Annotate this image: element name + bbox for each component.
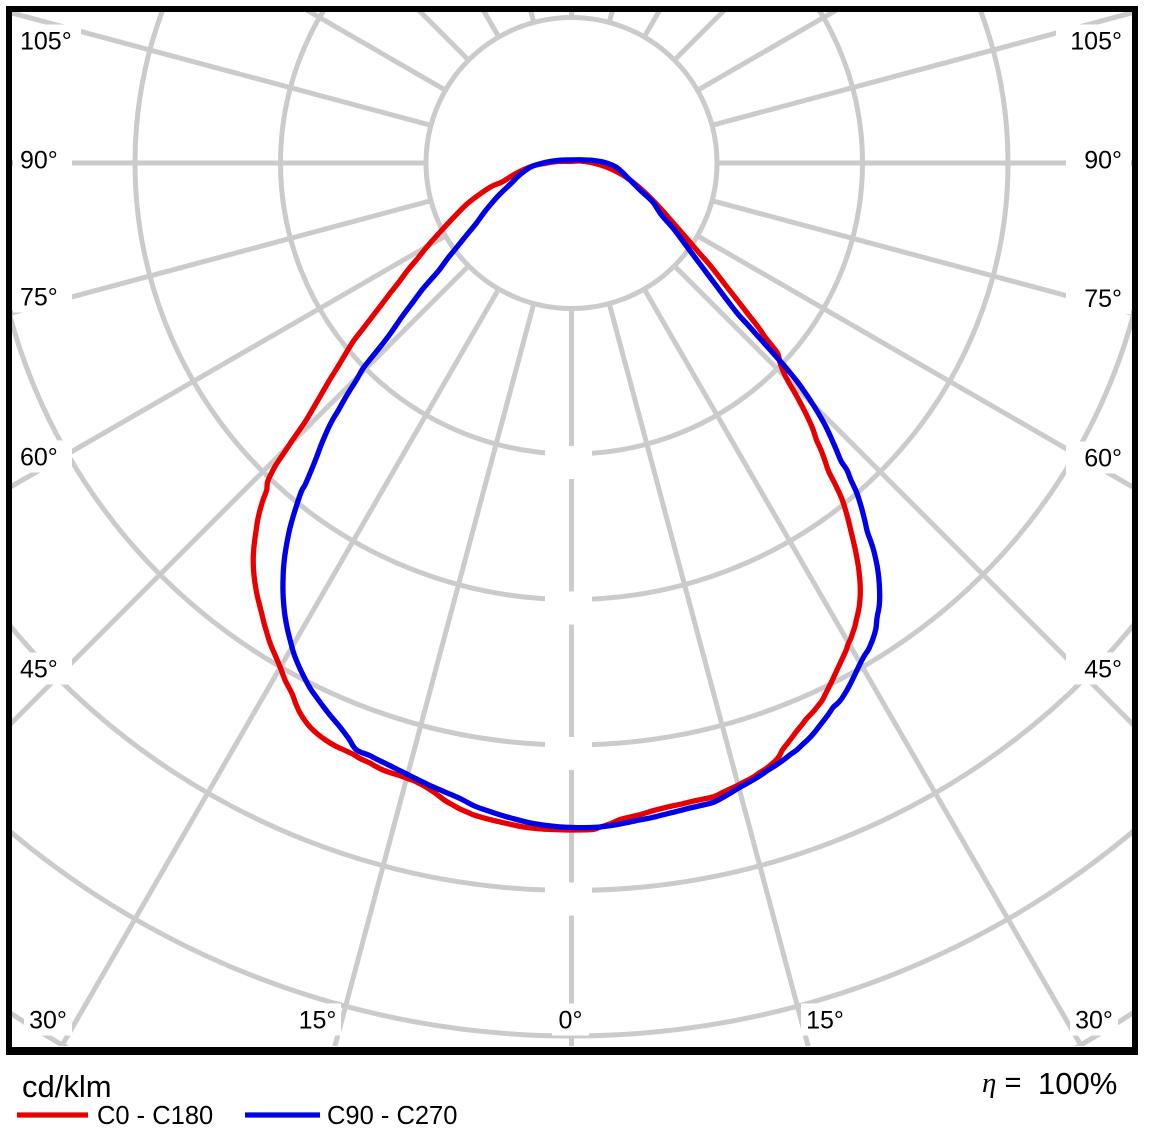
- svg-text:105°: 105°: [20, 28, 72, 56]
- svg-text:C0 - C180: C0 - C180: [97, 1102, 213, 1130]
- svg-text:45°: 45°: [1084, 656, 1122, 684]
- svg-text:45°: 45°: [20, 656, 58, 684]
- svg-text:cd/klm: cd/klm: [22, 1069, 112, 1104]
- svg-text:η =: η =: [982, 1067, 1021, 1099]
- svg-text:75°: 75°: [1084, 285, 1122, 313]
- svg-text:75°: 75°: [20, 284, 58, 312]
- svg-text:100%: 100%: [1038, 1066, 1117, 1101]
- svg-text:0°: 0°: [559, 1007, 583, 1035]
- svg-text:60°: 60°: [1084, 445, 1122, 473]
- svg-text:105°: 105°: [1070, 28, 1122, 56]
- svg-text:30°: 30°: [1075, 1007, 1113, 1035]
- svg-text:C90 - C270: C90 - C270: [327, 1102, 457, 1130]
- svg-text:90°: 90°: [20, 147, 58, 175]
- svg-text:30°: 30°: [29, 1007, 67, 1035]
- svg-text:15°: 15°: [299, 1007, 337, 1035]
- svg-text:15°: 15°: [806, 1007, 844, 1035]
- svg-text:90°: 90°: [1084, 147, 1122, 175]
- svg-text:60°: 60°: [20, 444, 58, 472]
